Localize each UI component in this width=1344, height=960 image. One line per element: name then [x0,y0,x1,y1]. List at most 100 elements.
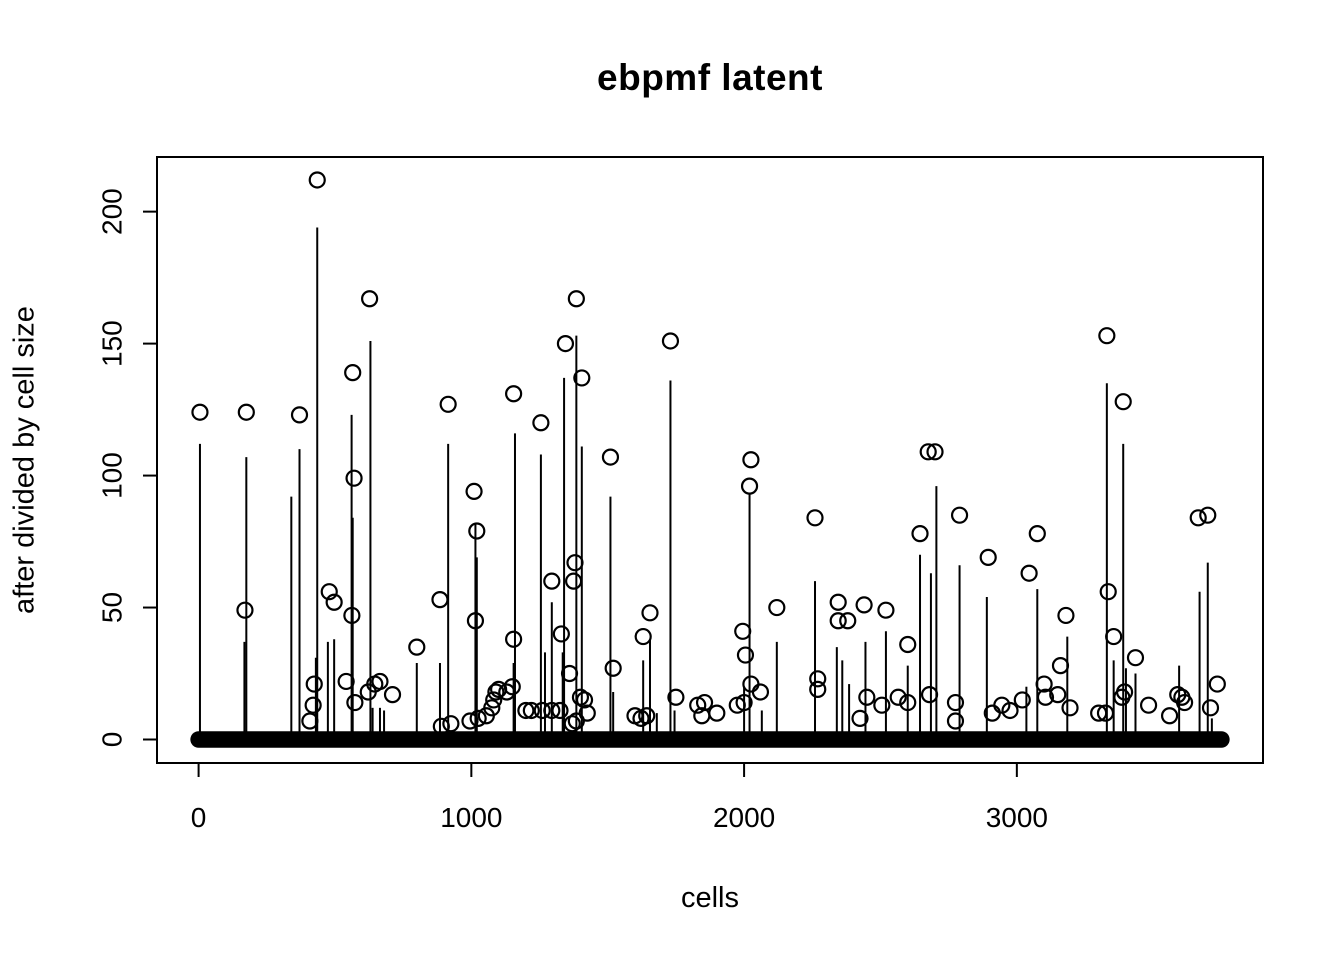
data-point-circle [851,709,869,727]
y-tick-label: 200 [97,188,128,235]
data-point-circle [604,659,622,677]
data-point-circle [946,712,965,730]
data-point-circle [567,712,585,730]
data-point-circle [565,572,583,590]
data-point-circle [979,548,997,566]
data-point-circle [556,335,575,353]
data-point-circle [483,699,501,717]
data-point-circle [575,691,594,709]
data-point-circle [566,554,584,572]
data-point-circle [899,635,917,654]
data-point-circle [1201,699,1220,717]
data-point-circle [661,332,680,350]
data-point-circle [829,612,847,630]
x-tick-label: 2000 [713,802,775,833]
data-point-circle [1139,696,1158,714]
data-point-circle [806,509,824,527]
data-point-circle [543,572,561,590]
data-point-circle [543,701,561,720]
x-tick-label: 1000 [440,802,502,833]
data-point-circle [1051,657,1070,675]
data-point-circle [461,712,479,730]
data-point-circle [345,469,363,487]
data-point-circle [571,688,590,706]
data-point-circle [532,414,550,432]
data-point-circle [408,638,426,656]
data-point-circle [485,691,503,709]
data-point-circle [431,591,449,609]
data-point-circle [442,715,460,733]
data-point-circle [742,451,760,469]
data-point-circle [320,583,338,601]
data-point-circle [343,606,361,625]
data-point-circle [1028,525,1046,543]
data-point-circle [1090,704,1108,722]
data-point-circle [667,688,685,706]
data-point-circle [1199,506,1217,524]
data-point-circle [634,627,652,646]
data-point-circle [301,712,319,730]
data-point-circle [191,403,209,421]
data-point-circle [708,704,726,722]
chart-title: ebpmf latent [597,57,823,98]
data-point-circle [839,612,857,630]
data-point-circle [371,672,389,691]
data-point-circle [1020,564,1038,582]
data-point-circle [695,693,714,712]
data-point-circle [567,290,585,308]
data-point-circle [768,598,786,617]
data-point-circle [304,696,322,714]
data-point-circle [552,625,570,643]
data-point-circle [560,664,579,683]
data-point-circle [809,670,827,688]
data-point-circle [1115,683,1134,701]
data-point-circle [889,688,907,706]
data-point-circle [740,477,759,495]
data-point-circle [578,704,596,722]
data-point-circle [533,701,551,720]
data-point-circle [911,525,929,543]
data-point-circle [237,403,255,421]
data-point-circle [1114,393,1132,411]
data-point-circle [308,171,326,189]
data-point-circle [1061,699,1079,717]
data-point-circle [736,646,755,664]
data-point-circle [1036,688,1055,706]
data-point-circle [742,675,760,693]
data-point-circle [465,482,483,501]
data-point-circle [503,678,521,696]
data-point-circle [551,701,569,720]
data-point-circle [468,522,486,540]
data-point-circle [290,406,309,424]
data-point-circle [926,443,944,461]
y-tick-label: 100 [97,452,128,499]
x-axis-label: cells [680,882,739,914]
plot-box [156,156,1264,764]
data-point-circle [877,601,895,619]
data-point-circle [735,693,753,712]
data-point-circle [361,290,379,308]
data-point-circle [1035,675,1053,693]
data-point-circle [1105,627,1123,646]
data-point-circle [498,683,516,701]
data-point-circle [505,630,523,648]
x-tick-label: 0 [191,802,207,833]
data-point-circle [638,707,656,725]
data-point-circle [1099,583,1117,601]
data-point-circle [1049,686,1067,704]
data-point-circle [950,506,969,524]
data-point-circle [346,693,364,712]
data-point-circle [829,593,847,611]
data-point-circle [383,686,402,704]
data-point-circle [1126,649,1145,667]
data-point-circle [873,696,891,714]
data-point-circle [469,709,487,727]
data-point-circle [487,683,505,701]
y-tick-label: 0 [97,732,128,748]
data-point-circle [1057,606,1075,625]
data-point-circle [946,693,965,712]
data-point-circle [920,686,939,704]
data-point-circle [734,622,752,640]
